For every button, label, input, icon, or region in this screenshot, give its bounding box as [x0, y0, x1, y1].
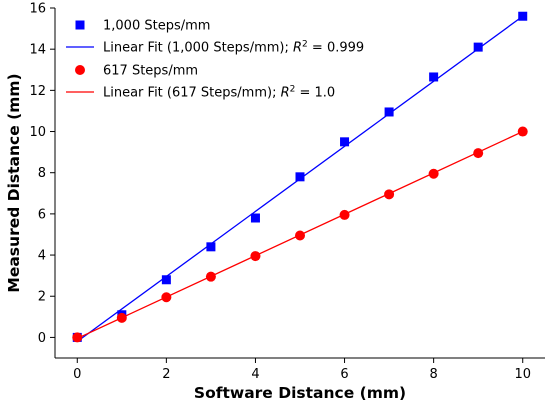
point-617-steps: [161, 292, 172, 303]
y-tick-label: 4: [38, 249, 46, 264]
point-1000-steps: [250, 213, 260, 223]
point-617-steps: [250, 251, 261, 262]
y-tick-label: 10: [29, 125, 46, 140]
point-617-steps: [295, 230, 305, 241]
x-axis-title: Software Distance (mm): [194, 384, 406, 402]
point-617-steps: [339, 209, 350, 220]
legend-item: Linear Fit (1,000 Steps/mm); R2 = 0.999: [66, 40, 364, 56]
x-tick-label: 6: [340, 367, 348, 382]
legend-item: Linear Fit (617 Steps/mm); R2 = 1.0: [66, 85, 335, 101]
point-617-steps: [205, 271, 216, 282]
x-tick-label: 2: [162, 367, 170, 382]
point-617-steps: [116, 312, 127, 323]
y-tick-label: 14: [29, 43, 46, 58]
point-617-steps: [72, 332, 83, 343]
y-tick-label: 16: [29, 2, 46, 17]
point-1000-steps: [340, 137, 350, 147]
y-tick-label: 6: [38, 207, 46, 222]
legend-item: 1,000 Steps/mm: [75, 19, 210, 34]
y-tick-label: 2: [38, 290, 46, 305]
x-tick-label: 4: [251, 367, 259, 382]
ticks: 0 2 4 6 8 10 0 2 4 6 8 10 12 14 16: [29, 2, 531, 383]
legend-label: Linear Fit (617 Steps/mm); R2 = 1.0: [103, 85, 335, 101]
x-tick-label: 10: [514, 367, 531, 382]
x-tick-label: 0: [73, 367, 81, 382]
point-1000-steps: [295, 172, 305, 182]
point-1000-steps: [518, 11, 528, 21]
legend: 1,000 Steps/mm Linear Fit (1,000 Steps/mm…: [66, 19, 364, 101]
point-1000-steps: [206, 242, 216, 252]
legend-label: 617 Steps/mm: [103, 64, 198, 79]
legend-item: 617 Steps/mm: [75, 64, 198, 79]
legend-marker-circle: [75, 65, 85, 75]
plot-area: [72, 11, 528, 343]
point-1000-steps: [161, 275, 171, 285]
legend-label: 1,000 Steps/mm: [103, 19, 210, 34]
point-617-steps: [384, 189, 395, 200]
point-617-steps: [428, 168, 439, 179]
point-1000-steps: [473, 42, 483, 52]
point-617-steps: [517, 126, 528, 137]
legend-marker-square: [75, 20, 85, 30]
point-1000-steps: [384, 107, 394, 117]
point-617-steps: [473, 148, 484, 159]
y-tick-label: 8: [38, 166, 46, 181]
y-tick-label: 0: [38, 331, 46, 346]
y-axis-title: Measured Distance (mm): [5, 73, 23, 292]
y-tick-label: 12: [29, 84, 46, 99]
point-1000-steps: [429, 72, 439, 82]
x-tick-label: 8: [429, 367, 437, 382]
legend-label: Linear Fit (1,000 Steps/mm); R2 = 0.999: [103, 40, 364, 56]
axes-frame: [54, 8, 545, 359]
